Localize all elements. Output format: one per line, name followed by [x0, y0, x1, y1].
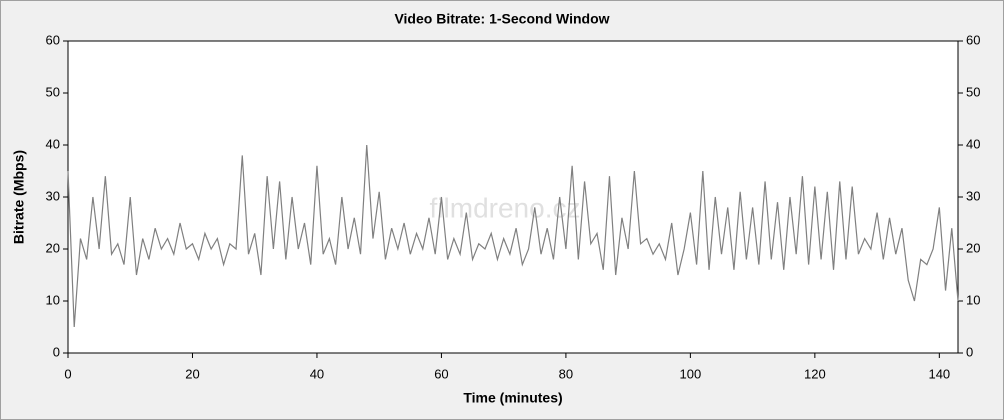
y-tick-label: 20 [46, 240, 60, 255]
y2-tick-label: 10 [966, 292, 980, 307]
y2-tick-label: 40 [966, 136, 980, 151]
x-tick-label: 140 [928, 366, 950, 381]
bitrate-line [67, 144, 959, 328]
y-tick-label: 40 [46, 136, 60, 151]
x-tick-label: 60 [434, 366, 448, 381]
watermark: filmdreno.cz [430, 192, 581, 223]
x-axis-label: Time (minutes) [463, 390, 562, 406]
y-axis-label: Bitrate (Mbps) [11, 150, 27, 244]
x-tick-label: 40 [310, 366, 324, 381]
y-tick-label: 10 [46, 292, 60, 307]
y-tick-label: 60 [46, 32, 60, 47]
chart-title: Video Bitrate: 1-Second Window [394, 11, 609, 27]
y2-tick-label: 0 [966, 344, 973, 359]
y-tick-label: 30 [46, 188, 60, 203]
y2-tick-label: 20 [966, 240, 980, 255]
y-tick-label: 0 [53, 344, 60, 359]
x-tick-label: 100 [680, 366, 702, 381]
x-tick-label: 20 [185, 366, 199, 381]
y-tick-label: 50 [46, 84, 60, 99]
y2-tick-label: 50 [966, 84, 980, 99]
x-tick-label: 0 [64, 366, 71, 381]
y2-tick-label: 60 [966, 32, 980, 47]
x-tick-label: 80 [559, 366, 573, 381]
y2-tick-label: 30 [966, 188, 980, 203]
plot-area [67, 40, 959, 354]
x-tick-label: 120 [804, 366, 826, 381]
